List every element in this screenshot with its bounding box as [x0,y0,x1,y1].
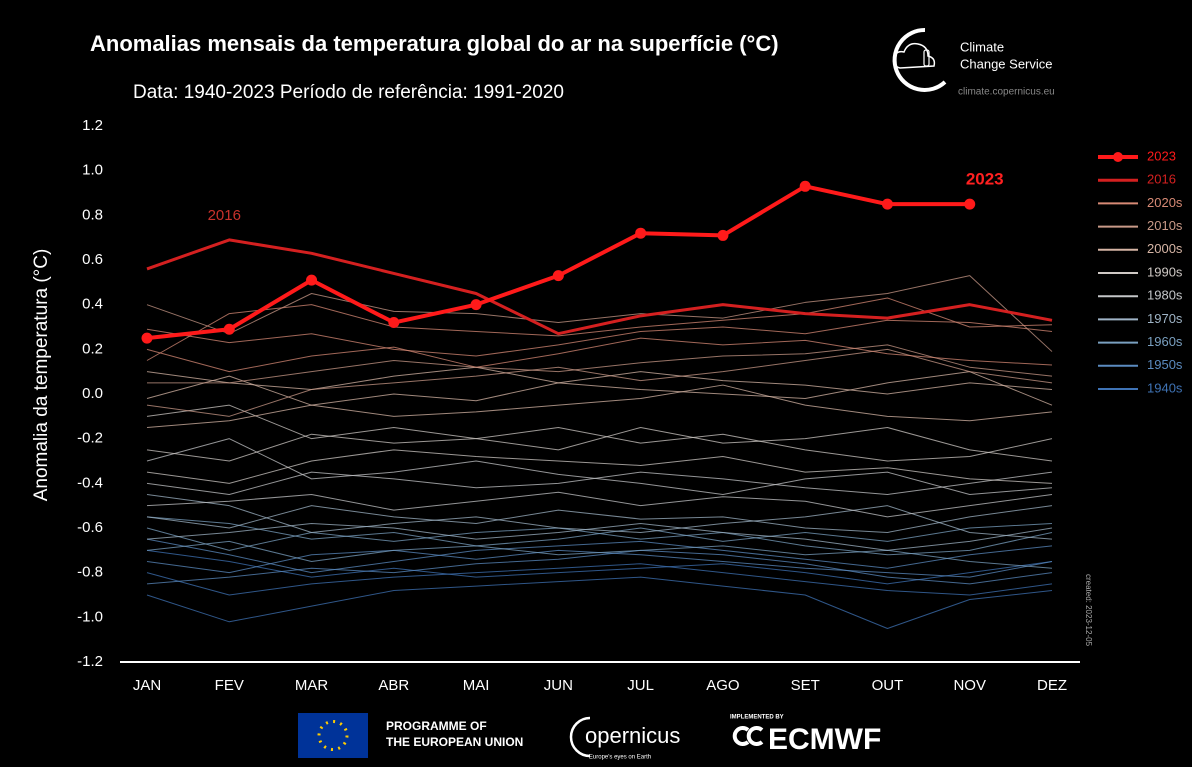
y-tick-label: 0.6 [82,251,103,268]
ecmwf-name: ECMWF [768,723,881,756]
series-line [146,505,1053,533]
eu-text: THE EUROPEAN UNION [386,735,523,749]
legend-label: 2010s [1147,218,1183,233]
x-tick-label: JUL [627,677,654,694]
series-line [146,438,1053,495]
x-tick-label: ABR [378,677,409,694]
legend-label: 2023 [1147,148,1176,163]
series-line [146,297,1053,361]
annotation: 2016 [208,207,241,224]
series-line [146,275,1053,352]
series-marker [881,198,893,210]
y-tick-label: 1.0 [82,162,103,179]
legend-label: 2000s [1147,241,1183,256]
y-tick-label: -0.4 [77,474,103,491]
annotation: 2023 [966,170,1004,189]
y-tick-label: 0.8 [82,206,103,223]
series-marker [552,270,564,282]
series-line [146,527,1053,556]
y-tick-label: 0.0 [82,385,103,402]
series-line [146,576,1053,629]
copernicus-c [569,716,591,758]
legend-label: 1980s [1147,288,1183,303]
legend-marker [1113,152,1123,162]
series-marker [306,274,318,286]
ccs-name: Change Service [960,56,1053,71]
series-line [146,319,1053,357]
y-tick-label: -1.2 [77,653,103,670]
ecmwf-logo [732,726,764,746]
y-tick-label: -0.2 [77,430,103,447]
y-tick-label: 1.2 [82,117,103,134]
series-line [146,494,1053,540]
series-marker [388,317,400,329]
legend-label: 1950s [1147,357,1183,372]
y-tick-label: -1.0 [77,608,103,625]
series-line [146,523,1053,551]
copernicus-tag: Europe's eyes on Earth [589,755,651,761]
ccs-url: climate.copernicus.eu [958,87,1055,98]
x-tick-label: NOV [953,677,986,694]
series-line [146,371,1053,406]
series-line [146,471,1053,495]
series-line [146,404,1053,462]
legend-label: 1960s [1147,334,1183,349]
series-line [146,348,1053,417]
legend-label: 2020s [1147,195,1183,210]
x-tick-label: DEZ [1037,677,1067,694]
legend-label: 1940s [1147,380,1183,395]
ccs-logo-thermometer [923,49,930,67]
series-line [146,366,1053,395]
x-tick-label: FEV [215,677,244,694]
copernicus-name: opernicus [585,723,680,748]
y-axis-title: Anomalia da temperatura (°C) [31,249,52,502]
ccs-logo-arc [892,27,947,92]
series-line [146,540,1053,569]
legend-label: 2016 [1147,172,1176,187]
series-marker [141,332,153,344]
ccs-logo-cloud [892,42,936,69]
series-line [146,384,1053,428]
series-marker [470,299,482,311]
chart-title: Anomalias mensais da temperatura global … [90,31,779,56]
series-marker [223,323,235,335]
x-tick-label: MAI [463,677,490,694]
y-tick-label: -0.8 [77,564,103,581]
series-marker [799,180,811,192]
legend-label: 1970s [1147,311,1183,326]
eu-stars [317,720,349,751]
y-tick-label: 0.4 [82,296,103,313]
y-tick-label: 0.2 [82,340,103,357]
legend-label: 1990s [1147,264,1183,279]
x-tick-label: OUT [872,677,904,694]
created-note: created: 2023-12-05 [1084,574,1093,647]
series-line [146,449,1053,484]
series-line [146,337,1053,373]
x-tick-label: JAN [133,677,161,694]
series-line [146,238,1053,336]
series-line [146,563,1053,596]
series-line [146,491,1053,518]
series-marker [717,229,729,241]
x-tick-label: AGO [706,677,739,694]
eu-text: PROGRAMME OF [386,719,487,733]
y-tick-label: -0.6 [77,519,103,536]
series-marker [635,227,647,239]
ccs-name: Climate [960,39,1004,54]
x-tick-label: MAR [295,677,329,694]
x-tick-label: JUN [544,677,573,694]
ecmwf-implemented: IMPLEMENTED BY [730,715,784,721]
series-line [146,427,1053,462]
series-line [147,344,1053,384]
series-line [146,549,1053,585]
series-line [146,538,1053,574]
chart-subtitle: Data: 1940-2023 Período de referência: 1… [133,82,564,103]
x-tick-label: SET [791,677,820,694]
eu-flag [298,713,368,758]
series-marker [964,198,976,210]
